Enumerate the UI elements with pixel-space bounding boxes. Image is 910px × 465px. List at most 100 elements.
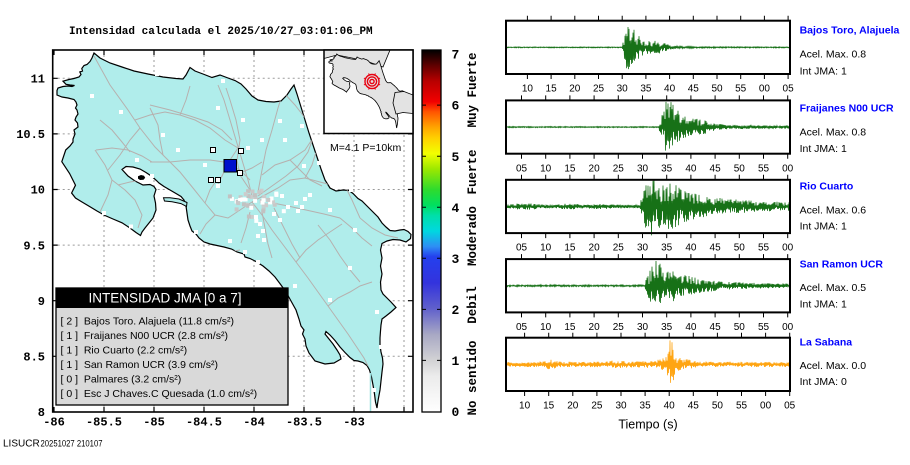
svg-text:Acel. Max. 0.6: Acel. Max. 0.6	[800, 204, 867, 216]
svg-text:35: 35	[661, 163, 673, 174]
svg-text:Int JMA: 1: Int JMA: 1	[800, 65, 847, 77]
svg-text:-85.5: -85.5	[86, 416, 122, 430]
svg-text:10: 10	[31, 184, 45, 198]
svg-text:25: 25	[613, 243, 625, 254]
svg-text:25: 25	[613, 322, 625, 333]
svg-text:0: 0	[452, 405, 460, 420]
svg-text:50: 50	[712, 401, 724, 412]
svg-text:[ 2 ] Bajos Toro. Alajuela (1: [ 2 ] Bajos Toro. Alajuela (11.8 cm/s²)	[61, 316, 235, 328]
svg-text:35: 35	[661, 322, 673, 333]
svg-text:10: 10	[540, 163, 552, 174]
svg-text:40: 40	[685, 243, 697, 254]
svg-text:[ 1 ] San Ramon UCR (3.9 cm/s: [ 1 ] San Ramon UCR (3.9 cm/s²)	[61, 359, 219, 371]
svg-text:2: 2	[452, 303, 460, 318]
svg-text:20: 20	[589, 163, 601, 174]
svg-text:35: 35	[640, 84, 652, 95]
svg-text:05: 05	[783, 84, 795, 95]
svg-text:55: 55	[735, 84, 747, 95]
svg-text:-83.5: -83.5	[286, 416, 322, 430]
svg-text:8: 8	[38, 406, 45, 420]
svg-text:Debil: Debil	[466, 286, 480, 324]
svg-text:50: 50	[734, 322, 746, 333]
svg-text:20251027 210107: 20251027 210107	[41, 439, 103, 450]
svg-text:35: 35	[640, 401, 652, 412]
svg-text:10: 10	[540, 243, 552, 254]
svg-text:55: 55	[758, 243, 770, 254]
svg-text:Muy Fuerte: Muy Fuerte	[466, 52, 480, 127]
svg-text:30: 30	[637, 243, 649, 254]
svg-text:No sentido: No sentido	[466, 340, 480, 415]
svg-text:Bajos Toro, Alajuela: Bajos Toro, Alajuela	[800, 24, 900, 36]
svg-text:25: 25	[593, 84, 605, 95]
svg-text:[ 0 ] Esc J Chaves.C Quesada: [ 0 ] Esc J Chaves.C Quesada (1.0 cm/s²)	[61, 388, 258, 400]
svg-text:15: 15	[564, 322, 576, 333]
svg-text:05: 05	[516, 163, 528, 174]
svg-text:Int JMA: 1: Int JMA: 1	[800, 143, 847, 155]
svg-text:50: 50	[734, 163, 746, 174]
svg-text:15: 15	[564, 163, 576, 174]
svg-text:Moderado: Moderado	[466, 206, 480, 266]
svg-text:40: 40	[685, 163, 697, 174]
svg-text:10: 10	[540, 322, 552, 333]
svg-text:05: 05	[784, 401, 796, 412]
svg-text:10: 10	[519, 401, 531, 412]
svg-text:-85: -85	[143, 416, 165, 430]
svg-text:15: 15	[546, 84, 558, 95]
svg-text:15: 15	[564, 243, 576, 254]
svg-text:05: 05	[516, 243, 528, 254]
svg-text:M=4.1 P=10km: M=4.1 P=10km	[330, 142, 401, 154]
svg-text:20: 20	[569, 84, 581, 95]
svg-text:10.5: 10.5	[16, 128, 45, 142]
svg-text:[ 0 ] Palmares (3.2 cm/s²): [ 0 ] Palmares (3.2 cm/s²)	[61, 374, 182, 386]
svg-text:00: 00	[760, 401, 772, 412]
svg-text:00: 00	[782, 163, 794, 174]
svg-text:-84.5: -84.5	[186, 416, 222, 430]
svg-text:Acel. Max. 0.8: Acel. Max. 0.8	[800, 49, 867, 61]
svg-text:10: 10	[522, 84, 534, 95]
svg-text:40: 40	[685, 322, 697, 333]
svg-text:Intensidad calculada el 2025/1: Intensidad calculada el 2025/10/27_03:01…	[69, 26, 373, 38]
svg-text:45: 45	[710, 322, 722, 333]
svg-text:-86: -86	[43, 416, 65, 430]
svg-text:25: 25	[613, 163, 625, 174]
svg-text:45: 45	[710, 243, 722, 254]
svg-text:[ 1 ] Rio Cuarto (2.2 cm/s²): [ 1 ] Rio Cuarto (2.2 cm/s²)	[61, 345, 188, 357]
svg-text:15: 15	[543, 401, 555, 412]
svg-text:40: 40	[664, 401, 676, 412]
svg-text:20: 20	[589, 243, 601, 254]
svg-text:20: 20	[567, 401, 579, 412]
svg-text:La Sabana: La Sabana	[800, 337, 853, 349]
svg-text:1: 1	[452, 354, 460, 369]
svg-text:Acel. Max. 0.5: Acel. Max. 0.5	[800, 282, 867, 294]
svg-text:30: 30	[617, 84, 629, 95]
svg-text:50: 50	[734, 243, 746, 254]
svg-text:9.5: 9.5	[23, 239, 45, 253]
svg-text:San Ramon UCR: San Ramon UCR	[800, 259, 884, 271]
svg-text:9: 9	[38, 295, 45, 309]
svg-text:Fraijanes N00 UCR: Fraijanes N00 UCR	[800, 102, 894, 114]
svg-text:Acel. Max. 0.0: Acel. Max. 0.0	[800, 360, 867, 372]
svg-text:[ 1 ] Fraijanes N00 UCR (2.8: [ 1 ] Fraijanes N00 UCR (2.8 cm/s²)	[61, 330, 228, 342]
svg-text:Int JMA: 1: Int JMA: 1	[800, 298, 847, 310]
svg-text:Int JMA: 0: Int JMA: 0	[800, 376, 847, 388]
svg-text:Fuerte: Fuerte	[466, 149, 480, 194]
svg-text:6: 6	[452, 99, 460, 114]
svg-text:50: 50	[711, 84, 723, 95]
svg-text:40: 40	[664, 84, 676, 95]
svg-text:Int JMA: 1: Int JMA: 1	[800, 221, 847, 233]
svg-text:5: 5	[452, 150, 460, 165]
svg-text:-84: -84	[243, 416, 265, 430]
svg-text:00: 00	[782, 322, 794, 333]
svg-text:30: 30	[637, 163, 649, 174]
svg-text:-83: -83	[343, 416, 365, 430]
svg-text:00: 00	[759, 84, 771, 95]
svg-text:55: 55	[758, 163, 770, 174]
svg-text:35: 35	[661, 243, 673, 254]
svg-text:45: 45	[688, 84, 700, 95]
svg-text:4: 4	[452, 201, 460, 216]
svg-text:30: 30	[637, 322, 649, 333]
svg-text:Rio Cuarto: Rio Cuarto	[800, 181, 854, 193]
svg-text:7: 7	[452, 48, 460, 63]
svg-text:INTENSIDAD JMA [0 a 7]: INTENSIDAD JMA [0 a 7]	[88, 291, 241, 306]
svg-text:55: 55	[736, 401, 748, 412]
